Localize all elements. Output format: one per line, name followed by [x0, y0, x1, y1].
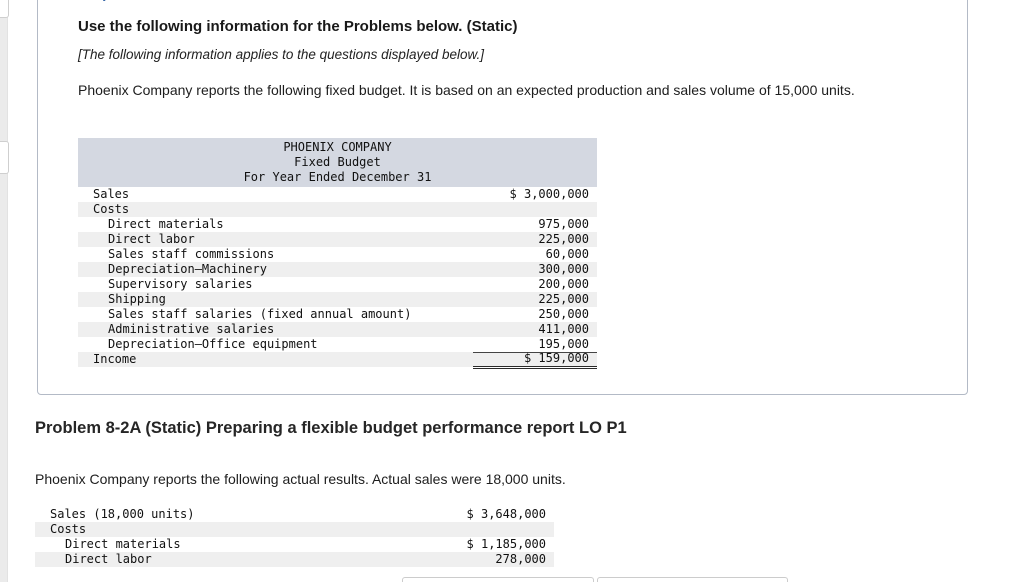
- row-amount: 195,000: [473, 337, 597, 353]
- required-information-link[interactable]: Required information: [78, 0, 230, 2]
- table-row: Direct materials 975,000: [78, 217, 597, 232]
- row-amount: 225,000: [538, 232, 589, 246]
- problem-heading: Problem 8-2A (Static) Preparing a flexib…: [35, 419, 627, 437]
- row-amount: 300,000: [538, 262, 589, 276]
- table-row: Sales staff salaries (fixed annual amoun…: [78, 307, 597, 322]
- row-amount: $ 159,000: [473, 351, 597, 369]
- row-amount: 975,000: [538, 217, 589, 231]
- row-amount: $ 3,648,000: [466, 507, 546, 521]
- row-label: Costs: [50, 522, 87, 536]
- row-label: Sales (18,000 units): [50, 507, 195, 521]
- row-amount: $ 1,185,000: [466, 537, 546, 551]
- table-title-report: Fixed Budget: [294, 155, 381, 169]
- table-row-income: Income $ 159,000: [78, 351, 597, 369]
- table-row: Shipping 225,000: [78, 292, 597, 307]
- fixed-budget-table: PHOENIX COMPANY Fixed Budget For Year En…: [78, 138, 597, 369]
- required-info-card: Required information Use the following i…: [37, 0, 968, 395]
- row-amount: 60,000: [545, 247, 589, 261]
- row-label: Sales staff salaries (fixed annual amoun…: [108, 307, 412, 321]
- row-label: Direct materials: [108, 217, 224, 231]
- row-label: Income: [93, 352, 137, 366]
- table-row: Administrative salaries 411,000: [78, 322, 597, 337]
- row-amount: 411,000: [538, 322, 589, 336]
- row-amount: 278,000: [495, 552, 546, 566]
- table-row: Sales staff commissions 60,000: [78, 247, 597, 262]
- fixed-budget-table-header: PHOENIX COMPANY Fixed Budget For Year En…: [78, 138, 597, 187]
- left-edge-panel: [0, 0, 9, 582]
- table-row: Costs: [35, 522, 554, 537]
- row-amount: 225,000: [538, 292, 589, 306]
- table-row: Supervisory salaries 200,000: [78, 277, 597, 292]
- card-subheading: [The following information applies to th…: [78, 47, 484, 62]
- row-label: Direct labor: [65, 552, 152, 566]
- table-row: Depreciation—Machinery 300,000: [78, 262, 597, 277]
- table-row: Costs: [78, 202, 597, 217]
- row-label: Costs: [93, 202, 130, 216]
- row-amount: 200,000: [538, 277, 589, 291]
- row-label: Depreciation—Machinery: [108, 262, 267, 276]
- row-label: Direct labor: [108, 232, 195, 246]
- card-heading: Use the following information for the Pr…: [78, 18, 518, 35]
- table-row: Sales (18,000 units) $ 3,648,000: [35, 507, 554, 522]
- table-row: Depreciation—Office equipment 195,000: [78, 337, 597, 353]
- row-label: Depreciation—Office equipment: [108, 337, 318, 351]
- row-label: Direct materials: [65, 537, 181, 551]
- row-amount: 250,000: [538, 307, 589, 321]
- table-row: Direct labor 278,000: [35, 552, 554, 567]
- problem-paragraph: Phoenix Company reports the following ac…: [35, 471, 566, 487]
- cutoff-form-cells: [402, 577, 788, 582]
- table-title-period: For Year Ended December 31: [243, 170, 432, 184]
- table-row: Direct materials $ 1,185,000: [35, 537, 554, 552]
- cutoff-cell: [596, 577, 788, 582]
- table-row: Direct labor 225,000: [78, 232, 597, 247]
- cutoff-cell: [402, 577, 594, 582]
- row-amount: $ 3,000,000: [509, 187, 589, 201]
- row-label: Sales staff commissions: [108, 247, 275, 261]
- row-label: Administrative salaries: [108, 322, 275, 336]
- table-title-company: PHOENIX COMPANY: [283, 140, 392, 154]
- left-edge-tab-middle: [0, 141, 9, 174]
- intro-paragraph: Phoenix Company reports the following fi…: [78, 82, 855, 98]
- row-label: Shipping: [108, 292, 166, 306]
- row-label: Supervisory salaries: [108, 277, 253, 291]
- row-label: Sales: [93, 187, 130, 201]
- table-row: Sales $ 3,000,000: [78, 187, 597, 202]
- left-edge-tab-top: [0, 0, 9, 18]
- actual-results-table: Sales (18,000 units) $ 3,648,000 Costs D…: [35, 507, 554, 567]
